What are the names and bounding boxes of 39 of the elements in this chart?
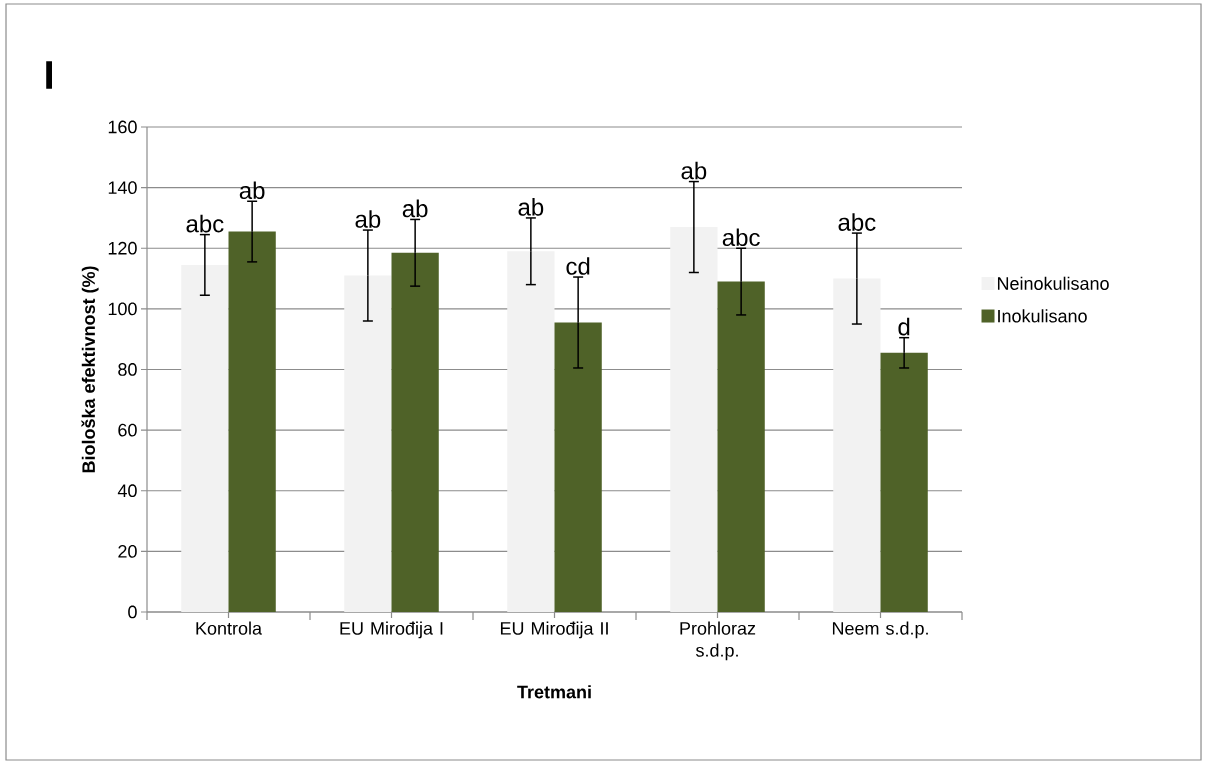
x-axis-title: Tretmani — [517, 685, 591, 699]
chart-title: I — [46, 61, 52, 89]
x-tick-label: Kontrola — [196, 621, 263, 635]
y-tick-label: 60 — [118, 423, 137, 437]
annotation: ab — [518, 198, 544, 216]
bar — [507, 251, 555, 612]
annotation: abc — [722, 228, 760, 247]
bar — [670, 227, 718, 612]
y-tick-label: 40 — [117, 484, 137, 498]
x-tick-label: Neem s.d.p. — [832, 621, 928, 639]
y-tick-label: 80 — [118, 363, 137, 376]
y-tick-label: 120 — [108, 241, 137, 255]
annotation: abc — [838, 213, 876, 231]
bar — [717, 281, 765, 612]
bar — [181, 264, 229, 612]
annotation: ab — [681, 161, 707, 180]
y-tick-label: 160 — [108, 120, 137, 134]
y-tick-label: 20 — [118, 544, 137, 558]
legend-label: Inokulisano — [998, 309, 1087, 323]
bar — [228, 231, 276, 612]
bar — [344, 275, 392, 612]
y-tick-label: 100 — [108, 302, 137, 316]
x-tick-label: Prohloraz s.d.p. — [680, 621, 756, 661]
y-tick-label: 0 — [128, 605, 137, 619]
x-tick-label: EU Mirođija II — [500, 621, 608, 639]
y-tick-label: 140 — [108, 181, 137, 194]
bar — [554, 322, 602, 612]
annotation: ab — [402, 199, 428, 218]
annotation: d — [898, 317, 910, 336]
bar — [833, 278, 881, 612]
bar — [880, 352, 928, 612]
legend-label: Neinokulisano — [997, 276, 1109, 290]
x-tick-label: EU Mirođija I — [340, 621, 443, 639]
annotation: cd — [566, 257, 590, 275]
bar — [391, 252, 439, 612]
annotation: ab — [355, 210, 381, 228]
y-axis-title: Biološka efektivnost (%) — [81, 266, 99, 473]
annotation: abc — [186, 214, 224, 233]
annotation: ab — [239, 181, 265, 200]
